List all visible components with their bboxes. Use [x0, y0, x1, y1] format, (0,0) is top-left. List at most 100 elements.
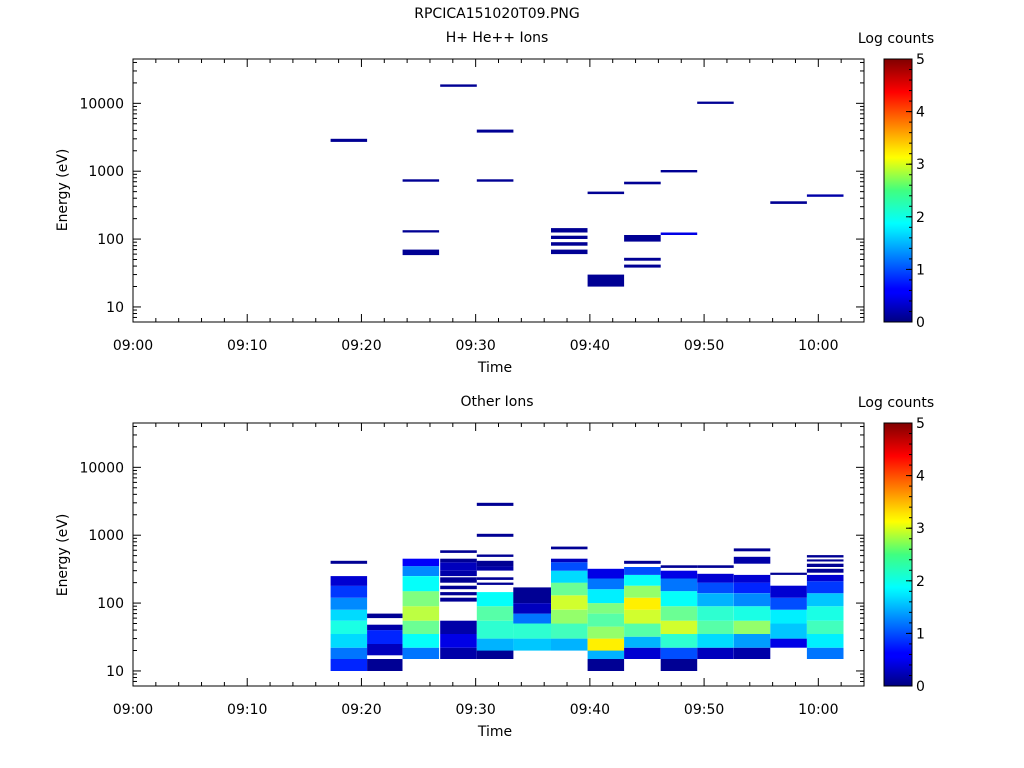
heatmap-cell — [660, 591, 698, 607]
heatmap-cell — [476, 566, 514, 571]
x-tick-label: 09:50 — [684, 702, 724, 718]
y-tick-label: 10 — [106, 300, 124, 316]
colorbar-tick-label: 2 — [916, 210, 925, 226]
heatmap-cell — [402, 230, 440, 233]
heatmap-cell — [587, 568, 625, 579]
heatmap-cell — [330, 647, 368, 659]
heatmap-cell — [660, 647, 698, 659]
heatmap-cell — [440, 597, 477, 602]
x-axis-label: Time — [477, 360, 512, 376]
colorbar — [883, 58, 913, 323]
heatmap-cells — [330, 502, 844, 671]
colorbar-ticks: 0 1 2 3 4 5 — [906, 52, 925, 331]
heatmap-cell — [624, 264, 661, 268]
heatmap-cell — [733, 606, 771, 621]
heatmap-cell — [476, 129, 514, 133]
heatmap-cell — [551, 570, 588, 583]
heatmap-cell — [733, 556, 771, 564]
heatmap-cell — [806, 559, 844, 562]
colorbar-tick-label: 0 — [916, 679, 925, 695]
heatmap-cell — [440, 577, 477, 583]
heatmap-cell — [551, 249, 588, 255]
heatmap-cell — [402, 647, 440, 659]
heatmap-cell — [330, 585, 368, 598]
colorbar-tick-label: 3 — [916, 157, 925, 173]
heatmap-cell — [440, 84, 477, 87]
heatmap-cell — [806, 606, 844, 621]
x-tick-label: 09:00 — [113, 338, 153, 354]
heatmap-cell — [806, 647, 844, 659]
colorbar-tick-label: 3 — [916, 521, 925, 537]
heatmap-cell — [624, 574, 661, 586]
x-tick-label: 09:40 — [570, 702, 610, 718]
heatmap-cell — [624, 636, 661, 648]
heatmap-cell — [513, 587, 551, 603]
heatmap-cell — [587, 626, 625, 639]
x-tick-label: 09:50 — [684, 338, 724, 354]
heatmap-cell — [733, 634, 771, 648]
heatmap-cell — [587, 578, 625, 590]
figure-title: RPCICA151020T09.PNG — [414, 6, 579, 22]
colorbar-tick-label: 4 — [916, 105, 925, 121]
heatmap-cell — [476, 179, 514, 182]
heatmap-cell — [660, 565, 698, 568]
heatmap-cell — [551, 242, 588, 246]
heatmap-cell — [587, 650, 625, 659]
heatmap-cell — [476, 650, 514, 659]
heatmap-cell — [330, 560, 368, 564]
y-axis: 10 100 1000 10000 — [79, 61, 864, 323]
x-tick-label: 09:10 — [227, 338, 267, 354]
heatmap-cell — [770, 572, 807, 575]
heatmap-cell — [440, 585, 477, 590]
heatmap-cell — [513, 638, 551, 651]
heatmap-cell — [551, 638, 588, 651]
heatmap-cell — [806, 574, 844, 582]
y-tick-label: 1000 — [88, 164, 124, 180]
heatmap-cell — [367, 643, 403, 656]
colorbar-label: Log counts — [858, 395, 934, 411]
x-tick-label: 09:40 — [570, 338, 610, 354]
heatmap-cell — [733, 574, 771, 583]
heatmap-cell — [806, 194, 844, 197]
heatmap-cell — [806, 581, 844, 594]
heatmap-cell — [330, 597, 368, 610]
x-axis: 09:00 09:10 09:20 09:30 09:40 09:50 10:00 — [113, 59, 865, 354]
y-tick-label: 10000 — [79, 96, 124, 112]
heatmap-cell — [330, 620, 368, 634]
heatmap-cell — [660, 170, 698, 173]
heatmap-cell — [624, 560, 661, 564]
heatmap-cell — [367, 624, 403, 631]
y-axis-label: Energy (eV) — [55, 514, 71, 597]
heatmap-cell — [330, 659, 368, 671]
heatmap-cell — [660, 232, 698, 235]
heatmap-cell — [697, 634, 734, 648]
heatmap-cell — [660, 659, 698, 671]
heatmap-cell — [587, 589, 625, 604]
heatmap-cell — [513, 613, 551, 624]
heatmap-cell — [476, 533, 514, 537]
heatmap-cell — [402, 179, 440, 182]
heatmap-cell — [770, 201, 807, 204]
heatmap-cell — [367, 630, 403, 644]
heatmap-cell — [476, 582, 514, 585]
heatmap-cell — [402, 606, 440, 621]
heatmap-cell — [587, 603, 625, 614]
y-tick-label: 100 — [97, 232, 124, 248]
heatmap-cell — [770, 585, 807, 598]
heatmap-cell — [697, 620, 734, 634]
heatmap-cell — [402, 591, 440, 607]
y-axis: 10 100 1000 10000 — [79, 425, 864, 687]
heatmap-cell — [551, 609, 588, 624]
heatmap-cell — [551, 623, 588, 639]
x-tick-label: 09:20 — [341, 338, 381, 354]
heatmap-cell — [660, 570, 698, 579]
heatmap-cell — [806, 620, 844, 634]
heatmap-cell — [806, 563, 844, 567]
heatmap-cell — [476, 560, 514, 567]
x-axis: 09:00 09:10 09:20 09:30 09:40 09:50 10:00 — [113, 423, 865, 718]
heatmap-cell — [440, 570, 477, 577]
heatmap-cell — [367, 613, 403, 619]
heatmap-cell — [624, 181, 661, 185]
